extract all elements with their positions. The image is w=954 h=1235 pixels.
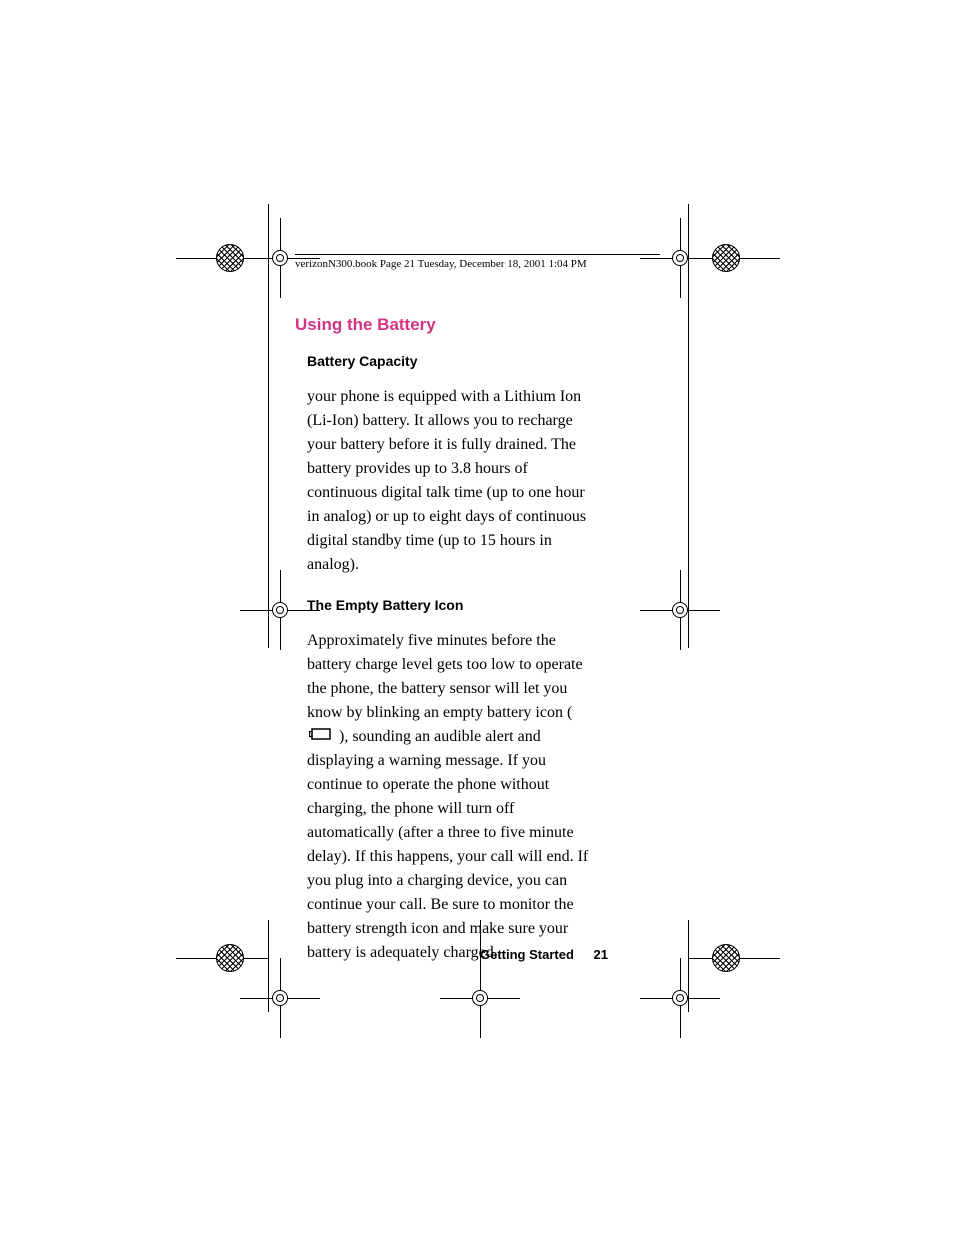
crop-line-vertical: [268, 280, 269, 648]
para-battery-capacity: your phone is equipped with a Lithium Io…: [307, 385, 592, 577]
subsection-battery-capacity: Battery Capacity: [307, 353, 660, 369]
para2-part-b: ), sounding an audible alert and display…: [307, 728, 588, 961]
registration-mark-icon: [240, 958, 320, 1038]
footer-page-number: 21: [594, 947, 608, 962]
para2-part-a: Approximately five minutes before the ba…: [307, 632, 583, 721]
footer-chapter: Getting Started: [480, 947, 574, 962]
crop-line-vertical: [268, 920, 269, 1012]
crop-line-horizontal: [688, 258, 780, 259]
crop-line-vertical: [688, 920, 689, 1012]
section-title: Using the Battery: [295, 315, 660, 335]
crop-line-horizontal: [176, 958, 268, 959]
registration-mark-icon: [640, 958, 720, 1038]
para-empty-battery-icon: Approximately five minutes before the ba…: [307, 629, 592, 965]
crop-line-horizontal: [176, 258, 268, 259]
subsection-empty-battery-icon: The Empty Battery Icon: [307, 597, 660, 613]
crop-line-vertical: [688, 280, 689, 648]
page-footer: Getting Started 21: [480, 947, 608, 962]
crop-line-horizontal: [688, 958, 780, 959]
battery-icon: [309, 725, 333, 749]
crop-line-vertical: [480, 920, 481, 1012]
page-content: Using the Battery Battery Capacity your …: [295, 255, 660, 965]
